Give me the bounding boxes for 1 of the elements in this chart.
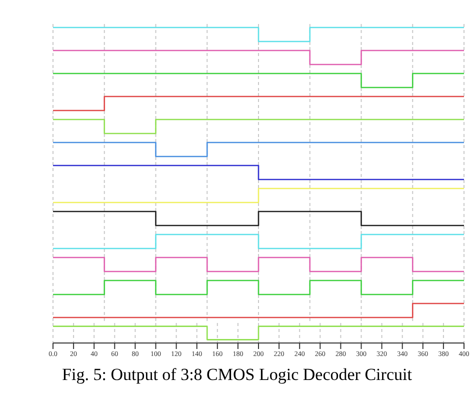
caption: Fig. 5: Output of 3:8 CMOS Logic Decoder Circuit — [61, 365, 413, 385]
